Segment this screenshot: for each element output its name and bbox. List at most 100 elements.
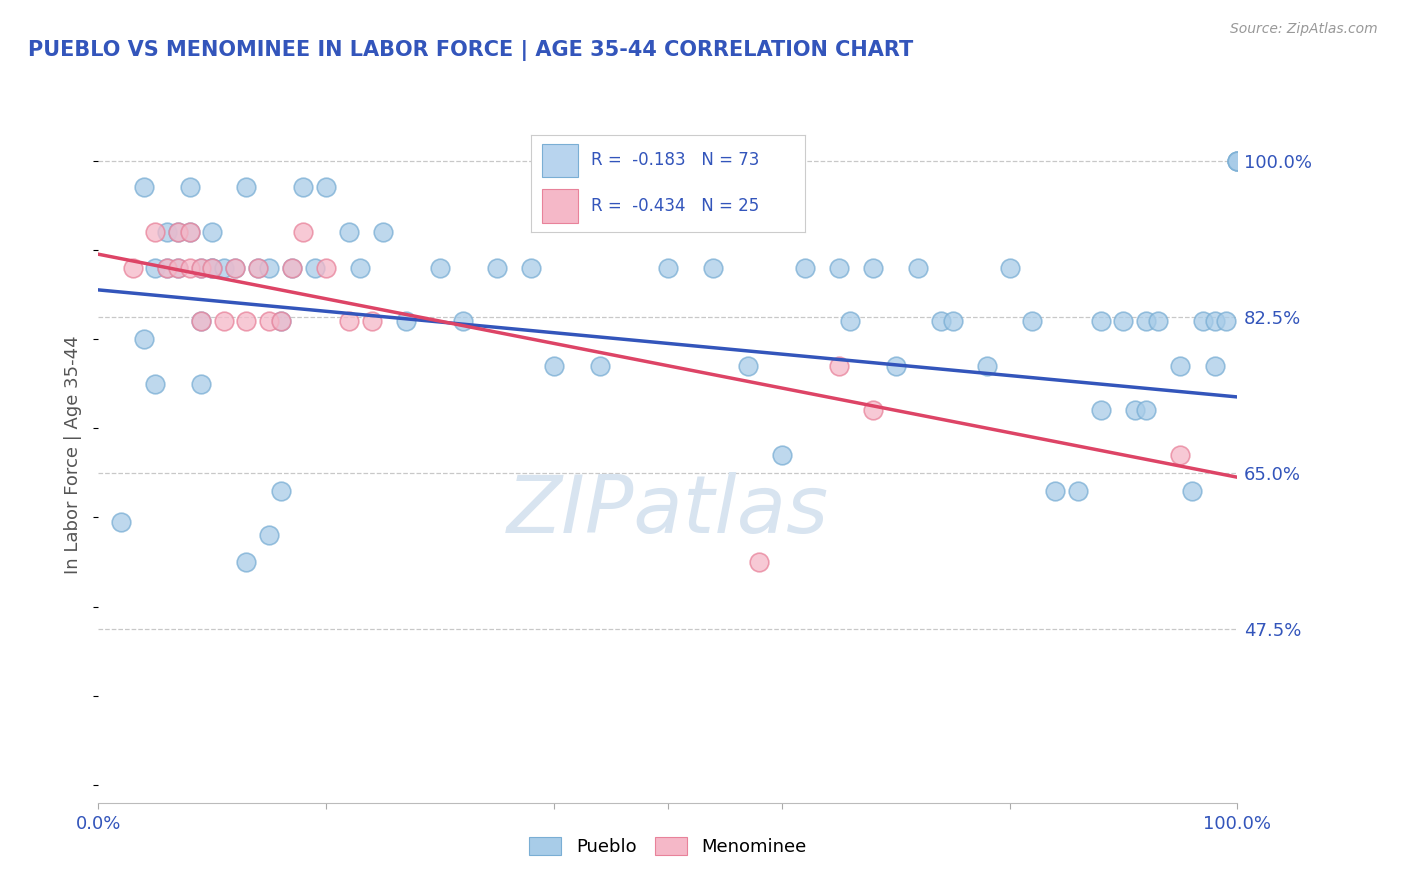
Point bbox=[770, 448, 793, 462]
Bar bbox=[543, 189, 578, 222]
Text: R =  -0.434   N = 25: R = -0.434 N = 25 bbox=[592, 197, 759, 215]
Point bbox=[167, 260, 190, 275]
Point bbox=[190, 260, 212, 275]
Point bbox=[212, 314, 235, 328]
Point bbox=[201, 260, 224, 275]
Point bbox=[145, 225, 167, 239]
Point bbox=[337, 225, 360, 239]
Bar bbox=[543, 144, 578, 177]
Point bbox=[1226, 153, 1249, 168]
Point bbox=[179, 260, 201, 275]
Point bbox=[201, 225, 224, 239]
Point bbox=[156, 260, 179, 275]
Point bbox=[235, 555, 257, 569]
Point bbox=[190, 314, 212, 328]
Text: Source: ZipAtlas.com: Source: ZipAtlas.com bbox=[1230, 22, 1378, 37]
Point bbox=[246, 260, 269, 275]
Point bbox=[1226, 153, 1249, 168]
Point bbox=[737, 359, 759, 373]
Point bbox=[884, 359, 907, 373]
Point bbox=[201, 260, 224, 275]
Point bbox=[1090, 403, 1112, 417]
Point bbox=[429, 260, 451, 275]
Point bbox=[132, 180, 155, 194]
Point bbox=[657, 260, 679, 275]
Point bbox=[793, 260, 815, 275]
Point bbox=[395, 314, 418, 328]
Point bbox=[1181, 483, 1204, 498]
Text: ZIPatlas: ZIPatlas bbox=[506, 472, 830, 549]
Point bbox=[451, 314, 474, 328]
Point bbox=[190, 260, 212, 275]
Point bbox=[304, 260, 326, 275]
Point bbox=[1135, 403, 1157, 417]
Point bbox=[167, 260, 190, 275]
Point bbox=[281, 260, 304, 275]
Legend: Pueblo, Menominee: Pueblo, Menominee bbox=[522, 830, 814, 863]
Point bbox=[212, 260, 235, 275]
Point bbox=[907, 260, 929, 275]
Point bbox=[156, 260, 179, 275]
Point bbox=[1090, 314, 1112, 328]
Point bbox=[315, 260, 337, 275]
Point bbox=[190, 376, 212, 391]
Point bbox=[1215, 314, 1237, 328]
Point bbox=[224, 260, 246, 275]
Text: PUEBLO VS MENOMINEE IN LABOR FORCE | AGE 35-44 CORRELATION CHART: PUEBLO VS MENOMINEE IN LABOR FORCE | AGE… bbox=[28, 40, 914, 62]
Point bbox=[486, 260, 509, 275]
Point bbox=[371, 225, 394, 239]
Point bbox=[179, 225, 201, 239]
Point bbox=[1204, 314, 1226, 328]
Point bbox=[121, 260, 143, 275]
Point bbox=[156, 225, 179, 239]
Point bbox=[1170, 448, 1192, 462]
Point bbox=[1170, 359, 1192, 373]
Point bbox=[201, 260, 224, 275]
Point bbox=[190, 314, 212, 328]
Point bbox=[929, 314, 952, 328]
Point bbox=[349, 260, 371, 275]
Point bbox=[270, 483, 292, 498]
Point bbox=[998, 260, 1021, 275]
Point bbox=[246, 260, 269, 275]
Point bbox=[748, 555, 770, 569]
Point bbox=[1192, 314, 1215, 328]
Point bbox=[110, 515, 132, 529]
Point bbox=[132, 332, 155, 346]
Point bbox=[1021, 314, 1043, 328]
Point bbox=[270, 314, 292, 328]
Point bbox=[1146, 314, 1168, 328]
Point bbox=[702, 260, 724, 275]
Point bbox=[259, 528, 281, 542]
Text: R =  -0.183   N = 73: R = -0.183 N = 73 bbox=[592, 152, 759, 169]
Point bbox=[167, 225, 190, 239]
Point bbox=[862, 260, 884, 275]
Point bbox=[828, 260, 851, 275]
Point bbox=[235, 180, 257, 194]
Point bbox=[976, 359, 998, 373]
Point bbox=[224, 260, 246, 275]
Point bbox=[1123, 403, 1146, 417]
Point bbox=[828, 359, 851, 373]
Point bbox=[1043, 483, 1066, 498]
Point bbox=[543, 359, 565, 373]
Point bbox=[179, 180, 201, 194]
Point bbox=[839, 314, 862, 328]
Point bbox=[337, 314, 360, 328]
Point bbox=[292, 180, 315, 194]
Point bbox=[520, 260, 543, 275]
Point bbox=[259, 314, 281, 328]
Point bbox=[167, 225, 190, 239]
Point bbox=[588, 359, 610, 373]
Point bbox=[315, 180, 337, 194]
Point bbox=[292, 225, 315, 239]
Point bbox=[1067, 483, 1090, 498]
Point bbox=[145, 376, 167, 391]
Point bbox=[259, 260, 281, 275]
Point bbox=[862, 403, 884, 417]
Point bbox=[235, 314, 257, 328]
Point bbox=[179, 225, 201, 239]
Point bbox=[281, 260, 304, 275]
Point bbox=[360, 314, 382, 328]
Point bbox=[1204, 359, 1226, 373]
